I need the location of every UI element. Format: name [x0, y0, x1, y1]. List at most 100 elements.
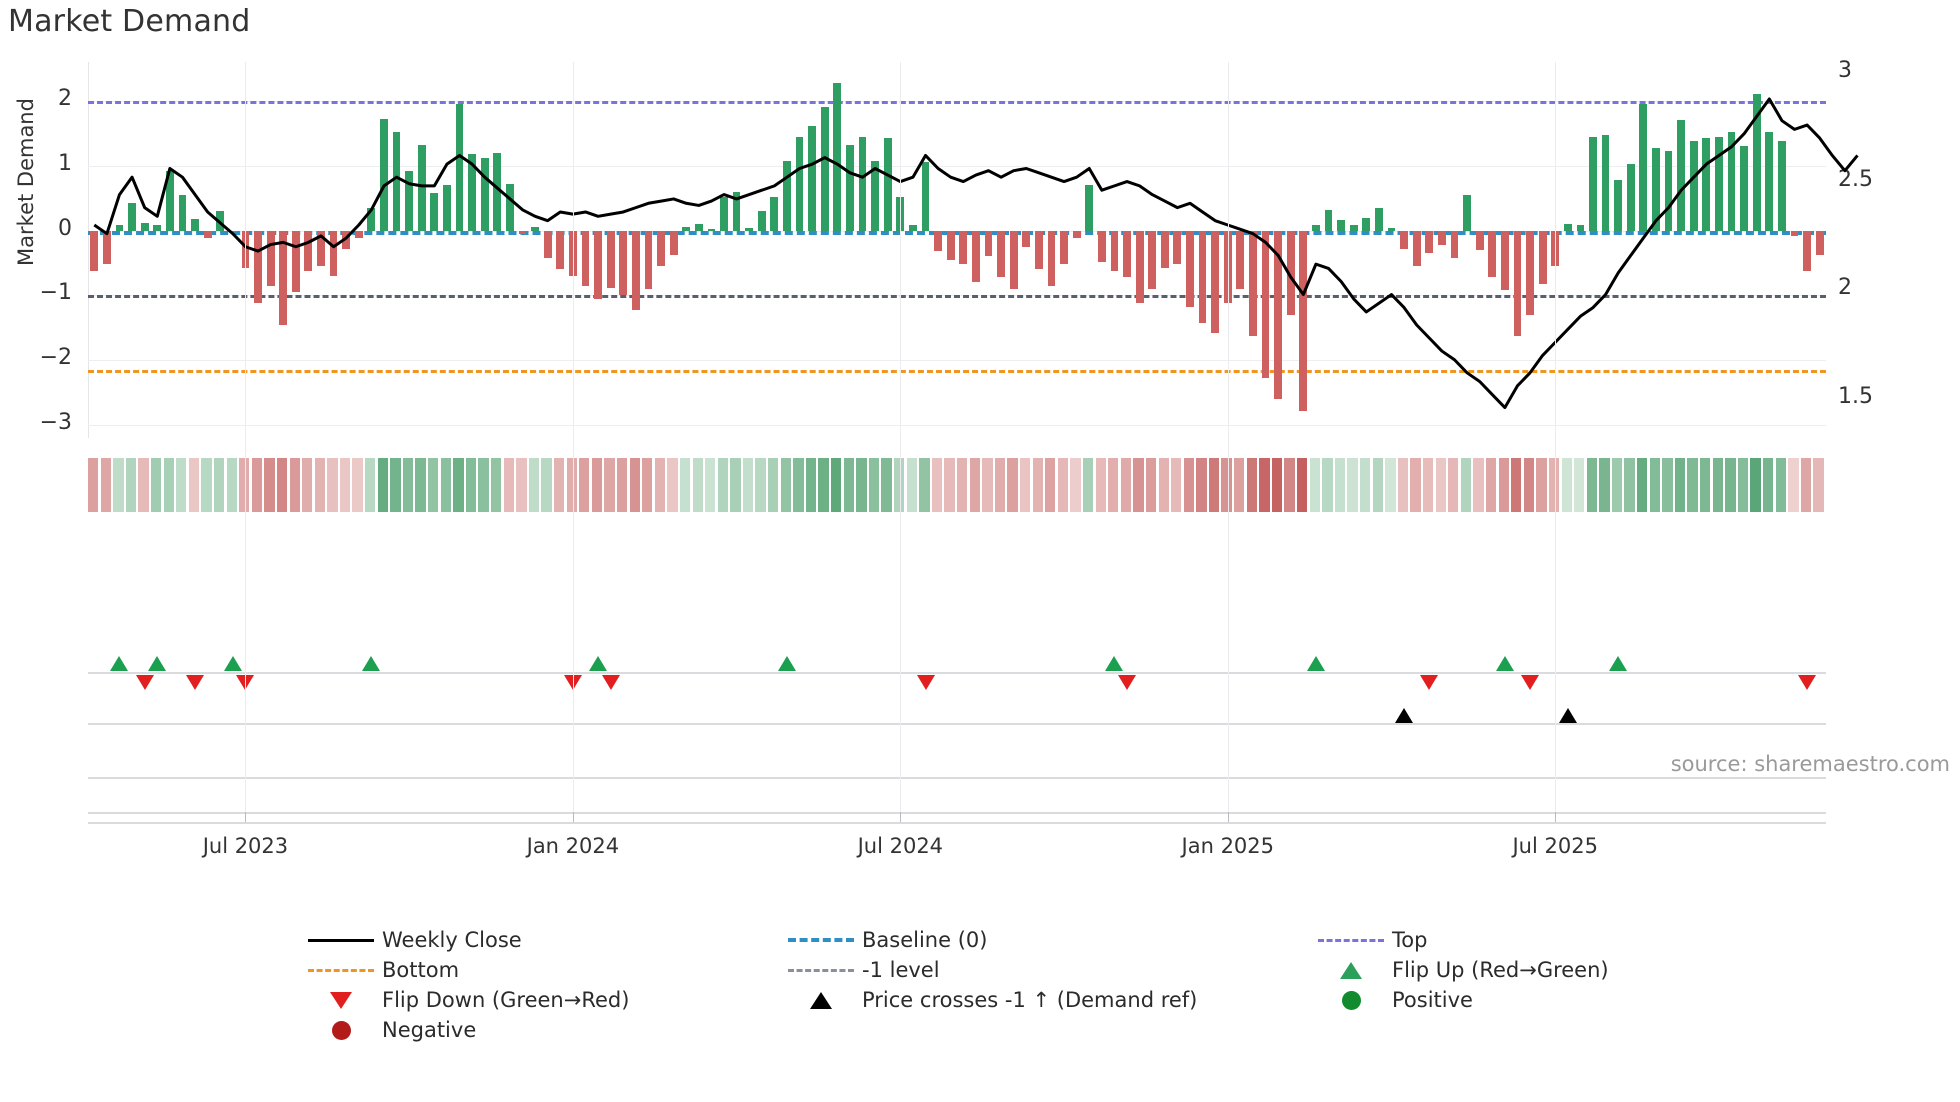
marker-baseline-extra: [88, 777, 1826, 779]
heat-cell: [717, 458, 729, 512]
legend-item[interactable]: Flip Down (Green→Red): [300, 988, 629, 1012]
x-tick-label: Jan 2025: [1181, 834, 1275, 858]
heat-cell: [314, 458, 325, 512]
demand-bar: [1274, 230, 1283, 400]
heat-cell: [1347, 458, 1358, 512]
heat-cell: [1460, 458, 1472, 512]
legend-item[interactable]: Price crosses -1 ↑ (Demand ref): [780, 988, 1197, 1012]
demand-bar: [367, 207, 376, 231]
heat-cell: [201, 458, 212, 512]
demand-bar: [1211, 230, 1220, 333]
demand-bar: [808, 125, 817, 231]
legend-item[interactable]: Bottom: [300, 958, 459, 982]
legend-item[interactable]: Top: [1310, 928, 1427, 952]
heat-cell: [818, 458, 829, 512]
legend-label: Negative: [382, 1018, 477, 1042]
demand-bar: [846, 144, 854, 231]
demand-bar: [1286, 230, 1295, 315]
demand-bar: [1664, 151, 1673, 231]
legend-item[interactable]: Negative: [300, 1018, 476, 1042]
heat-cell: [667, 458, 678, 512]
demand-bar: [1009, 230, 1018, 289]
demand-bar: [568, 230, 577, 276]
heat-cell: [289, 458, 300, 512]
heat-cell: [780, 458, 791, 512]
heat-cell: [264, 458, 275, 512]
demand-bar: [178, 194, 187, 231]
legend-item[interactable]: Weekly Close: [300, 928, 522, 952]
demand-bar: [669, 230, 678, 256]
heat-cell: [1070, 458, 1081, 512]
x-gridline: [572, 62, 574, 812]
demand-bar: [279, 230, 288, 325]
legend-item[interactable]: Baseline (0): [780, 928, 987, 952]
heat-cell: [1133, 458, 1144, 512]
heat-cell: [1372, 458, 1383, 512]
heat-cell: [894, 458, 905, 512]
legend-label: Flip Down (Green→Red): [382, 988, 630, 1012]
demand-bar: [1085, 185, 1094, 231]
flip-up-marker: [362, 656, 381, 671]
heat-cell: [957, 458, 968, 512]
demand-bar: [1375, 207, 1383, 231]
demand-bar: [1715, 136, 1723, 231]
heat-cell: [1599, 458, 1610, 512]
demand-bar: [1198, 230, 1207, 323]
x-gridline: [245, 62, 247, 812]
heat-cell: [1611, 458, 1623, 512]
marker-baseline-2: [88, 723, 1826, 725]
heat-cell: [1561, 458, 1572, 512]
demand-bar: [102, 230, 111, 265]
legend-item[interactable]: Flip Up (Red→Green): [1310, 958, 1609, 982]
demand-bar: [254, 230, 262, 304]
demand-bar: [480, 157, 489, 231]
marker-baseline-1: [88, 672, 1826, 674]
heat-cell: [1788, 458, 1799, 512]
demand-bar: [1060, 230, 1068, 265]
heat-cell: [566, 458, 577, 512]
demand-bar: [417, 144, 426, 231]
heat-cell: [213, 458, 225, 512]
heat-cell: [1750, 458, 1761, 512]
demand-bar: [820, 107, 829, 231]
demand-bar: [1312, 225, 1320, 231]
heat-cell: [1498, 458, 1509, 512]
legend-item[interactable]: -1 level: [780, 958, 940, 982]
demand-bar: [707, 229, 716, 231]
demand-bar: [1349, 225, 1358, 231]
price-cross-up-marker: [1395, 708, 1414, 723]
page-title: Market Demand: [8, 4, 251, 39]
heat-cell: [1725, 458, 1736, 512]
heat-cell: [604, 458, 615, 512]
heat-cell: [188, 458, 200, 512]
legend-dot-green-icon: [1341, 990, 1361, 1010]
flip-up-marker: [148, 656, 167, 671]
flip-down-marker: [135, 675, 154, 690]
demand-bar: [354, 230, 363, 239]
legend-label: Positive: [1392, 988, 1473, 1012]
demand-bar: [1589, 136, 1597, 231]
demand-bar: [909, 225, 917, 231]
heat-cell: [138, 458, 149, 512]
price-cross-up-marker: [1558, 708, 1577, 723]
demand-bar: [997, 230, 1005, 278]
heat-cell: [302, 458, 313, 512]
legend-label: Weekly Close: [382, 928, 522, 952]
demand-bar: [1437, 230, 1446, 245]
demand-bar: [1702, 138, 1711, 231]
heat-cell: [88, 458, 99, 512]
demand-bar: [682, 226, 691, 231]
heat-cell: [730, 458, 741, 512]
marker-baseline-extra: [88, 822, 1826, 824]
heat-cell: [176, 458, 187, 512]
demand-bar: [946, 230, 955, 260]
demand-bar: [1475, 230, 1484, 250]
demand-bar: [1689, 141, 1698, 231]
x-gridline: [1555, 62, 1557, 812]
heat-cell: [1410, 458, 1421, 512]
legend-label: Price crosses -1 ↑ (Demand ref): [862, 988, 1198, 1012]
x-tick-mark: [245, 812, 247, 822]
legend-item[interactable]: Positive: [1310, 988, 1473, 1012]
heat-cell: [1196, 458, 1207, 512]
